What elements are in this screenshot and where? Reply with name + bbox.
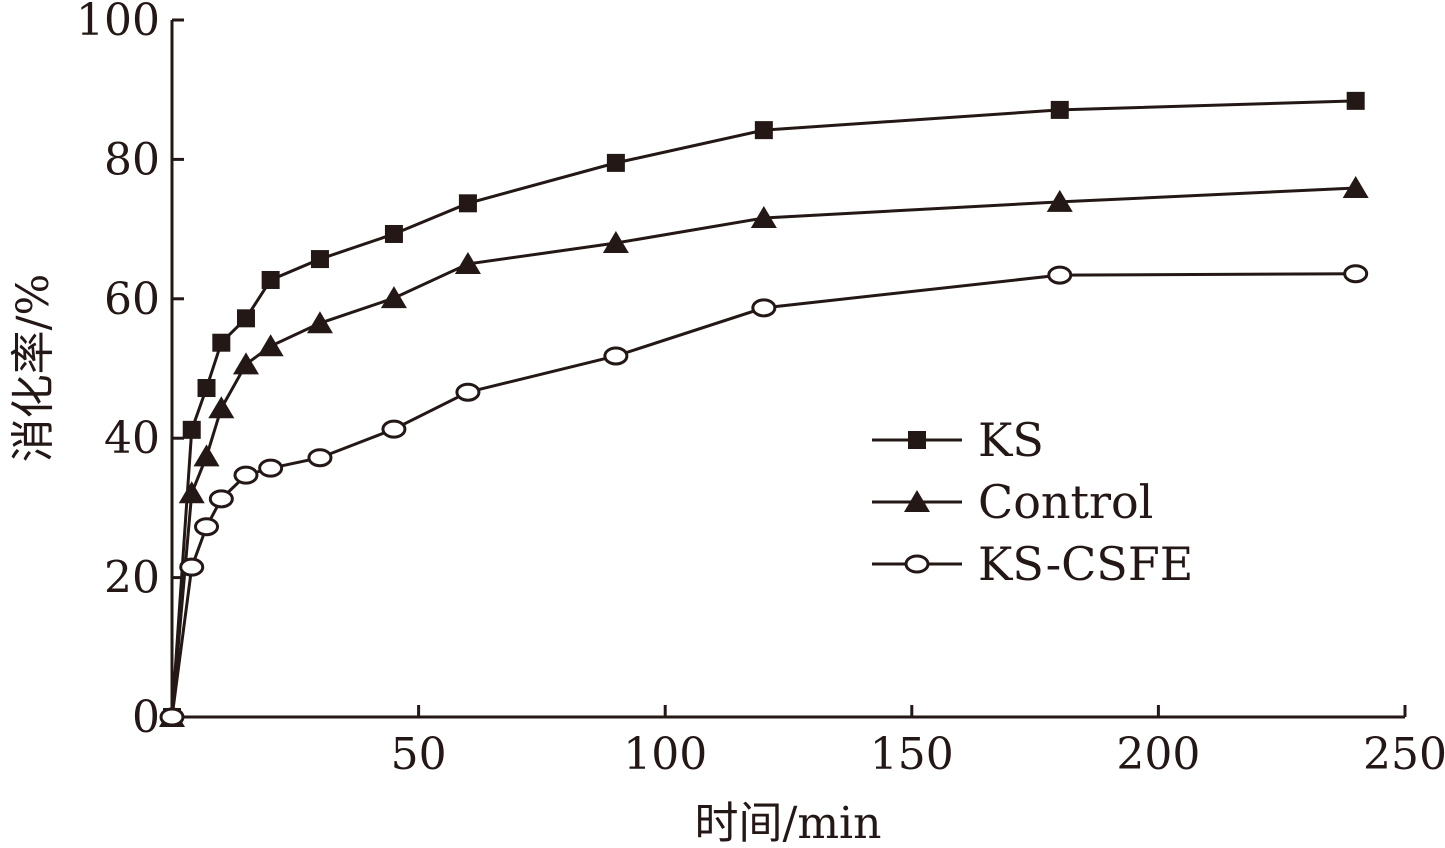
- data-point-ks: [310, 250, 329, 269]
- y-tick-label: 100: [76, 0, 160, 46]
- data-point-ks: [1346, 91, 1365, 110]
- data-point-ks-csfe: [233, 465, 259, 485]
- data-point-ks: [754, 121, 773, 140]
- x-tick-label: 200: [1116, 729, 1200, 780]
- data-point-control: [1046, 189, 1073, 212]
- data-point-control: [193, 444, 220, 467]
- x-tick-label: 250: [1363, 729, 1445, 780]
- data-point-control: [306, 311, 333, 334]
- data-point-ks-csfe: [208, 489, 234, 509]
- data-point-control: [454, 251, 481, 274]
- data-point-ks: [384, 224, 403, 243]
- data-point-control: [750, 205, 777, 228]
- series-line-control: [170, 186, 1356, 718]
- x-tick-label: 150: [870, 729, 954, 780]
- legend-label: Control: [978, 475, 1153, 529]
- y-axis-label: 消化率/%: [8, 274, 59, 463]
- data-point-ks: [261, 270, 280, 289]
- data-point-ks-csfe: [603, 346, 629, 366]
- data-point-control: [208, 396, 235, 419]
- legend-marker-ks: [908, 431, 926, 449]
- data-point-ks-csfe: [455, 382, 481, 402]
- series-line-ks-csfe: [170, 272, 1356, 718]
- data-point-control: [232, 352, 259, 375]
- data-point-ks-csfe: [179, 557, 205, 577]
- legend-label: KS-CSFE: [978, 537, 1193, 591]
- data-point-control: [1342, 175, 1369, 198]
- y-tick-label: 80: [104, 134, 160, 185]
- data-point-ks: [458, 194, 477, 213]
- data-point-control: [257, 334, 284, 357]
- y-tick-label: 20: [104, 553, 160, 604]
- data-point-control: [602, 231, 629, 254]
- data-point-ks: [1050, 100, 1069, 119]
- data-point-ks-csfe: [751, 298, 777, 318]
- data-point-ks-csfe: [194, 517, 220, 537]
- data-point-ks-csfe: [307, 448, 333, 468]
- y-tick-label: 40: [104, 413, 160, 464]
- data-point-ks-csfe: [159, 707, 185, 727]
- data-point-ks: [197, 379, 216, 398]
- y-tick-label: 0: [132, 692, 160, 743]
- data-point-control: [178, 481, 205, 504]
- legend-label: KS: [978, 413, 1044, 467]
- x-tick-label: 100: [623, 729, 707, 780]
- data-point-ks: [182, 420, 201, 439]
- data-point-ks: [212, 333, 231, 352]
- legend-marker-control: [904, 490, 930, 512]
- data-point-ks-csfe: [1047, 265, 1073, 285]
- data-point-ks-csfe: [381, 419, 407, 439]
- data-point-control: [380, 286, 407, 309]
- data-point-ks: [236, 309, 255, 328]
- y-tick-label: 60: [104, 274, 160, 325]
- legend-marker-ks-csfe: [904, 554, 930, 574]
- x-tick-label: 50: [391, 729, 447, 780]
- x-axis-label: 时间/min: [695, 798, 882, 848]
- data-point-ks-csfe: [258, 458, 284, 478]
- data-point-ks-csfe: [1343, 264, 1369, 284]
- series-line-ks: [170, 99, 1356, 718]
- data-point-ks: [606, 153, 625, 172]
